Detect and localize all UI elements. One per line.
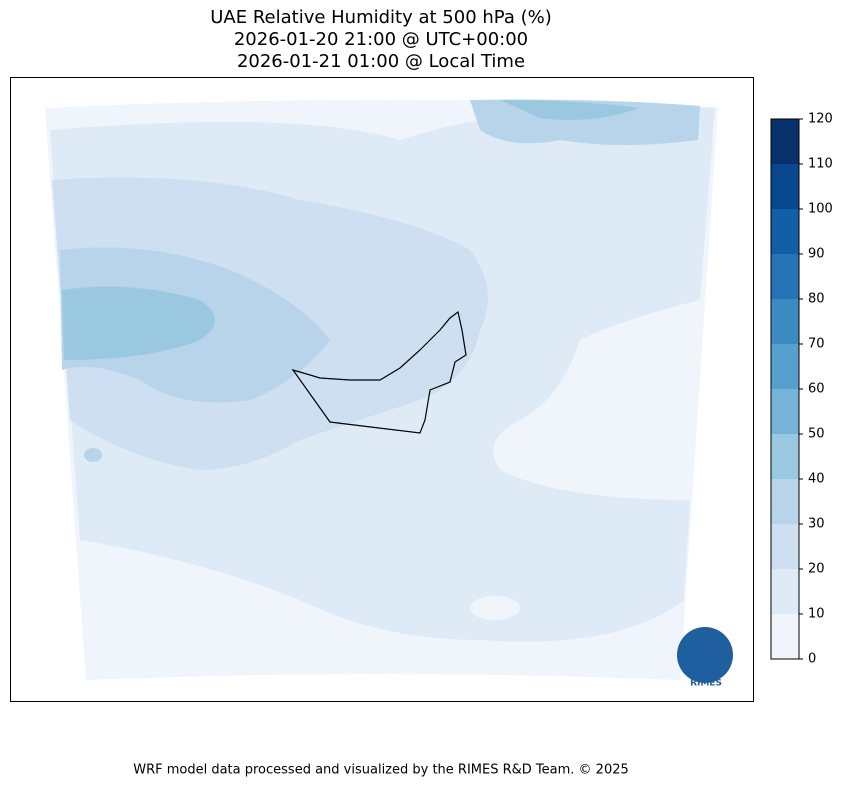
map: RIMES <box>10 77 754 702</box>
colorbar-bin <box>771 119 799 164</box>
colorbar-tick-label: 110 <box>808 157 833 172</box>
colorbar-tick-label: 80 <box>808 292 825 307</box>
title-line: 2026-01-21 01:00 @ Local Time <box>237 51 525 72</box>
logo-text: RIMES <box>690 679 722 689</box>
colorbar-bin <box>771 434 799 479</box>
title-line: UAE Relative Humidity at 500 hPa (%) <box>210 7 551 28</box>
colorbar-tick-label: 10 <box>808 607 825 622</box>
colorbar-tick-label: 0 <box>808 652 816 667</box>
colorbar-tick-label: 120 <box>808 112 833 127</box>
contour <box>84 448 102 462</box>
colorbar-bin <box>771 614 799 659</box>
colorbar-bin <box>771 569 799 614</box>
logo <box>677 627 733 683</box>
colorbar-tick-label: 100 <box>808 202 833 217</box>
contour <box>62 286 215 360</box>
colorbar-tick-label: 70 <box>808 337 825 352</box>
colorbar-bin <box>771 164 799 209</box>
colorbar-tick-label: 90 <box>808 247 825 262</box>
colorbar-bin <box>771 389 799 434</box>
colorbar-bin <box>771 344 799 389</box>
country-border <box>291 310 467 434</box>
colorbar-bin <box>771 479 799 524</box>
colorbar-tick-label: 60 <box>808 382 825 397</box>
colorbar-tick-label: 50 <box>808 427 825 442</box>
colorbar-bin <box>771 524 799 569</box>
colorbar-tick-label: 40 <box>808 472 825 487</box>
colorbar: 0 10 20 30 40 50 60 70 80 90 100 110 120 <box>770 112 833 667</box>
title-line: 2026-01-20 21:00 @ UTC+00:00 <box>234 29 528 50</box>
colorbar-bin <box>771 209 799 254</box>
contour <box>500 100 640 121</box>
colorbar-tick-label: 30 <box>808 517 825 532</box>
colorbar-bin <box>771 299 799 344</box>
colorbar-bin <box>771 254 799 299</box>
contour <box>470 596 520 620</box>
footer: WRF model data processed and visualized … <box>133 763 629 778</box>
colorbar-tick-label: 20 <box>808 562 825 577</box>
